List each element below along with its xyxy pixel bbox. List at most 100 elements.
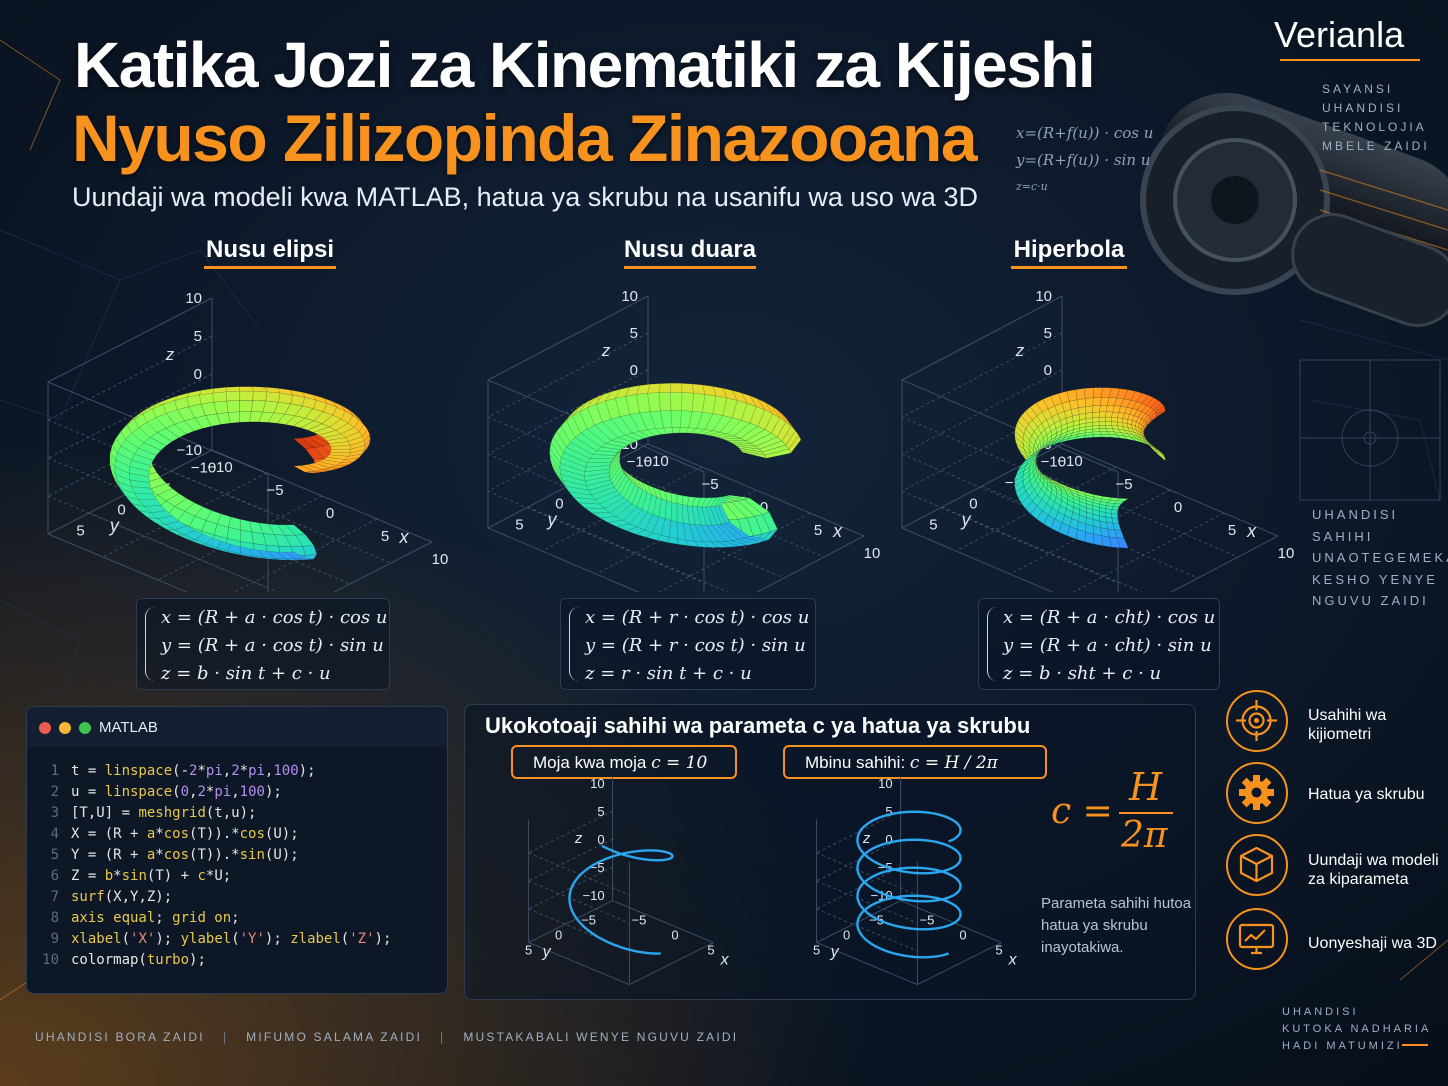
surface-patch: [700, 524, 719, 542]
minimize-dot-icon[interactable]: [59, 722, 71, 734]
code-token: ,: [231, 784, 240, 800]
code-token: sin: [239, 847, 265, 863]
option-correct: Mbinu sahihi: c = H / 2π: [783, 745, 1047, 779]
grid-line: [47, 419, 269, 513]
pitch-calculation-panel: Ukokotoaji sahihi wa parameta c ya hatua…: [464, 704, 1196, 1000]
y-tick-label: 0: [969, 495, 977, 512]
option-correct-math: c = H / 2π: [909, 753, 998, 773]
surface-patch: [1105, 411, 1113, 418]
surface-patch: [1098, 421, 1106, 426]
code-token: );: [298, 763, 316, 779]
code-token: 2: [197, 784, 206, 800]
code-token: turbo: [146, 952, 190, 968]
maximize-dot-icon[interactable]: [79, 722, 91, 734]
formula-line: x = (R + r · cos t) · cos u: [585, 607, 810, 628]
calc-note: Parameta sahihi hutoa hatua ya skrubu in…: [1041, 895, 1192, 956]
formula-line: x = (R + a · cos t) · cos u: [161, 607, 388, 628]
code-token: );: [264, 931, 291, 947]
surface-patch: [240, 519, 253, 533]
x-tick-label: −5: [266, 482, 283, 499]
feature-label: Uonyeshaji wa 3D: [1308, 935, 1437, 952]
brand-tags: SAYANSI UHANDISI TEKNOLOJIA MBELE ZAIDI: [1322, 80, 1430, 156]
z-tick-label: 0: [194, 366, 202, 383]
z-tick-label: −10: [583, 888, 605, 903]
code-line: 9 xlabel('X'); ylabel('Y'); zlabel('Z');: [35, 931, 392, 947]
code-token: u =: [71, 784, 105, 800]
footer-slogan: MIFUMO SALAMA ZAIDI: [246, 1030, 422, 1044]
surface-patch: [1092, 397, 1102, 407]
surface-title-circle: Nusu duara: [623, 236, 757, 263]
y-tick-label: −10: [1041, 453, 1066, 470]
formula-lhs: c =: [1051, 791, 1113, 832]
code-token: *: [205, 784, 215, 800]
surface-patch: [670, 383, 683, 393]
code-token: X = (R +: [71, 826, 147, 842]
z-tick-label: 0: [630, 362, 638, 379]
feature-icon-target: [1226, 690, 1288, 752]
option-direct: Moja kwa moja c = 10: [511, 745, 737, 779]
brand-tag: MBELE ZAIDI: [1322, 139, 1430, 153]
matlab-label: MATLAB: [99, 719, 158, 736]
code-token: (T)).*: [189, 826, 240, 842]
surface-patch: [676, 503, 684, 524]
z-tick-label: 0: [885, 832, 892, 847]
grid-line: [47, 297, 213, 383]
brace: [145, 607, 155, 681]
code-token: ,: [189, 784, 198, 800]
code-token: *U;: [205, 868, 232, 884]
code-token: 100: [273, 763, 299, 779]
surface-patch: [225, 390, 240, 402]
line-number: 5: [50, 847, 59, 863]
grid-line: [528, 810, 613, 854]
title-line-2: Nyuso Zilizopinda Zinazooana: [72, 101, 978, 175]
y-tick-label: 5: [76, 522, 84, 539]
formula-line: z = b · sht + c · u: [1003, 663, 1162, 684]
surface-patch: [668, 520, 678, 539]
formula-line: y = (R + a · cos t) · sin u: [161, 635, 384, 656]
grid-line: [901, 295, 1063, 381]
subtitle: Uundaji wa modeli kwa MATLAB, hatua ya s…: [72, 182, 978, 212]
x-tick-label: −10: [1057, 453, 1082, 470]
surface-patch: [670, 391, 683, 411]
surface-patch: [685, 539, 700, 548]
title-underline: [1011, 266, 1127, 269]
option-correct-text: Mbinu sahihi:: [805, 753, 910, 772]
x-tick-label: 10: [1278, 545, 1295, 562]
side-word: KESHO YENYE: [1312, 571, 1438, 587]
surface-patch: [647, 392, 661, 412]
fraction-bar: [1119, 812, 1173, 814]
grid-line: [47, 373, 213, 459]
bottom-word: UHANDISI: [1282, 1006, 1359, 1018]
code-token: 100: [239, 784, 265, 800]
grid-line: [1170, 535, 1279, 592]
grid-line: [170, 470, 392, 564]
z-tick-label: 5: [194, 328, 202, 345]
formula-box-hyperbola: x = (R + a · cht) · cos u y = (R + a · c…: [978, 598, 1220, 690]
surface-patch: [1075, 388, 1086, 400]
surface-patch: [1111, 513, 1118, 519]
surface-patch: [212, 391, 227, 403]
surface-patch: [1137, 436, 1147, 443]
grid-line: [528, 900, 613, 944]
surface-patch: [1104, 416, 1112, 422]
line-number: 7: [50, 889, 59, 905]
surface-patch: [717, 541, 739, 548]
grid-line: [900, 900, 1002, 944]
brand-underline: [1280, 59, 1420, 61]
surface-patch: [177, 534, 196, 541]
matlab-titlebar: MATLAB: [27, 707, 447, 747]
z-tick-label: 5: [1044, 325, 1052, 342]
blueprint-art: [1299, 359, 1441, 501]
feature-label: Usahihi wa kijiometri: [1308, 707, 1387, 743]
close-dot-icon[interactable]: [39, 722, 51, 734]
surface-patch: [771, 405, 787, 423]
x-tick-label: −5: [920, 913, 935, 928]
feature-label: Hatua ya skrubu: [1308, 786, 1425, 803]
grid-line: [901, 379, 1119, 473]
surface-patch: [754, 514, 771, 535]
z-tick-label: −10: [177, 442, 202, 459]
